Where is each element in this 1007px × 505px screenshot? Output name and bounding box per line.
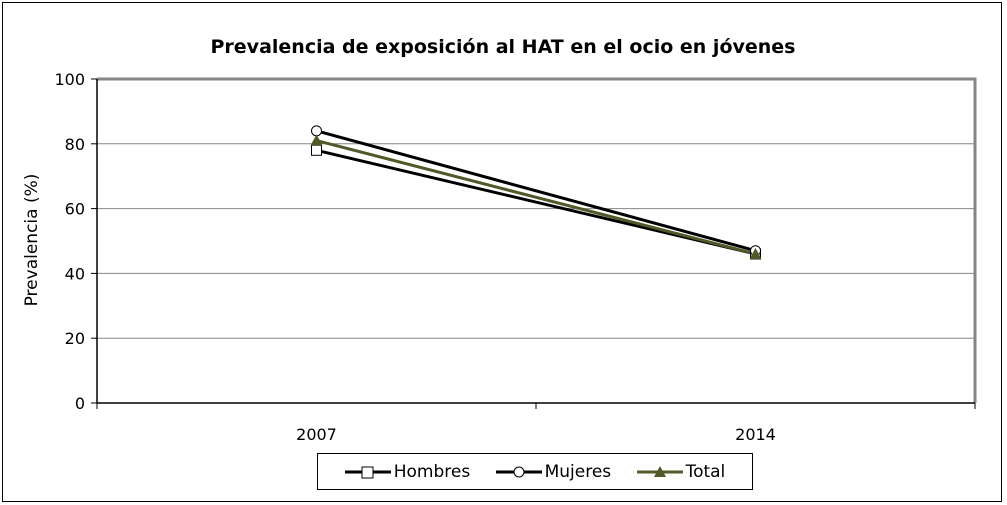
y-tick-label: 80 <box>65 135 85 154</box>
y-tick-label: 60 <box>65 200 85 219</box>
y-tick-label: 40 <box>65 264 85 283</box>
circle-marker-icon <box>311 125 322 137</box>
series-line-mujeres <box>316 129 756 253</box>
legend-item-hombres: Hombres <box>344 461 471 482</box>
legend-label: Mujeres <box>544 461 612 482</box>
legend-item-total: Total <box>636 461 726 482</box>
series-line-total <box>316 139 756 256</box>
x-tick-label: 2014 <box>735 425 776 444</box>
chart-title: Prevalencia de exposición al HAT en el o… <box>210 36 796 58</box>
legend-label: Total <box>685 461 726 482</box>
y-tick-label: 20 <box>65 329 85 348</box>
circle-marker-icon <box>495 466 542 477</box>
legend-label: Hombres <box>393 461 471 482</box>
y-tick-label: 0 <box>75 394 85 413</box>
y-tick-label: 100 <box>54 70 85 89</box>
triangle-marker-icon <box>310 134 323 146</box>
triangle-marker-icon <box>749 247 762 259</box>
x-tick-label: 2007 <box>296 425 337 444</box>
legend-item-mujeres: Mujeres <box>495 461 612 482</box>
legend: Hombres Mujeres Total <box>317 453 753 490</box>
triangle-marker-icon <box>636 465 683 477</box>
series-line-hombres <box>316 148 756 256</box>
square-marker-icon <box>311 144 322 156</box>
square-marker-icon <box>344 466 391 478</box>
